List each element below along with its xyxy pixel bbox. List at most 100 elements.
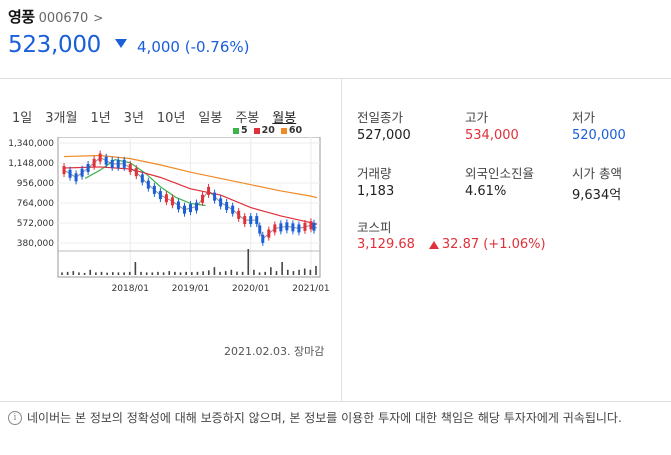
volume-bar bbox=[270, 267, 272, 275]
candle-body bbox=[104, 156, 108, 165]
volume-bar bbox=[123, 272, 125, 275]
candle-body bbox=[128, 164, 132, 172]
tab-3y[interactable]: 3년 bbox=[123, 111, 144, 126]
volume-bar bbox=[202, 271, 204, 275]
candle-body bbox=[312, 222, 316, 231]
volume-bar bbox=[162, 272, 165, 275]
current-price: 523,000 bbox=[8, 32, 102, 58]
volume-bar bbox=[157, 271, 159, 275]
volume-bar bbox=[174, 271, 176, 275]
volume-bar bbox=[185, 271, 187, 275]
legend-label: 60 bbox=[288, 125, 303, 136]
kospi-change: 32.87 (+1.06%) bbox=[441, 237, 546, 252]
candle-body bbox=[249, 216, 253, 225]
info-low: 저가 520,000 bbox=[572, 107, 626, 143]
candle-body bbox=[273, 224, 277, 233]
candle-body bbox=[158, 191, 162, 200]
info-high: 고가 534,000 bbox=[465, 107, 519, 143]
volume-value: 1,183 bbox=[357, 184, 395, 199]
tab-1y[interactable]: 1년 bbox=[90, 111, 111, 126]
kospi-value: 3,129.68 bbox=[357, 237, 415, 252]
price-chart[interactable]: 1,340,000 1,148,000 956,000 764,000 572,000 3… bbox=[0, 137, 335, 307]
volume-bar bbox=[241, 271, 244, 275]
volume-bar bbox=[258, 272, 261, 275]
candle-body bbox=[261, 234, 265, 243]
candle-body bbox=[62, 166, 66, 175]
prev-close-value: 527,000 bbox=[357, 128, 411, 143]
series-line-60 bbox=[64, 154, 318, 199]
legend-label: 20 bbox=[261, 125, 275, 136]
tab-10y[interactable]: 10년 bbox=[156, 111, 186, 126]
tab-monthly[interactable]: 월봉 bbox=[272, 111, 297, 126]
candle-body bbox=[291, 223, 295, 232]
candle-body bbox=[309, 221, 313, 230]
candle-body bbox=[170, 197, 174, 206]
series-line-20 bbox=[64, 166, 318, 225]
high-value: 534,000 bbox=[465, 128, 519, 143]
volume-bar bbox=[179, 272, 182, 275]
volume-bar bbox=[145, 272, 148, 275]
legend-swatch bbox=[280, 127, 287, 134]
info-kospi[interactable]: 코스피 bbox=[357, 217, 392, 236]
candle-body bbox=[201, 194, 205, 203]
candle-body bbox=[176, 201, 180, 210]
legend-swatch bbox=[253, 127, 260, 134]
info-foreign: 외국인소진율 4.61% bbox=[465, 163, 534, 199]
x-tick-label: 2021/01 bbox=[292, 284, 329, 294]
volume-bar bbox=[275, 271, 278, 275]
info-volume: 거래량 1,183 bbox=[357, 163, 394, 199]
volume-bar bbox=[134, 262, 137, 275]
volume-bar bbox=[253, 269, 255, 275]
candle-body bbox=[122, 159, 126, 168]
candle-body bbox=[182, 205, 186, 214]
kospi-label[interactable]: 코스피 bbox=[357, 220, 392, 235]
volume-bar bbox=[303, 268, 306, 275]
disclaimer-text: 네이버는 본 정보의 정확성에 대해 보증하지 않으며, 본 정보를 이용한 투… bbox=[27, 411, 622, 425]
disclaimer: i 네이버는 본 정보의 정확성에 대해 보증하지 않으며, 본 정보를 이용한… bbox=[8, 410, 668, 426]
volume-bar bbox=[224, 271, 227, 275]
stock-header[interactable]: 영풍 000670 > bbox=[8, 6, 103, 27]
volume-bar bbox=[207, 270, 210, 275]
candle-body bbox=[195, 202, 199, 211]
price-change: 4,000 (-0.76%) bbox=[137, 38, 250, 56]
chevron-right-icon[interactable]: > bbox=[93, 11, 104, 25]
volume-bar bbox=[78, 272, 80, 275]
candle-body bbox=[74, 173, 78, 182]
legend-swatch bbox=[233, 127, 239, 134]
candle-body bbox=[258, 225, 262, 234]
candle-body bbox=[213, 192, 217, 201]
volume-bar bbox=[72, 271, 75, 275]
candle-body bbox=[164, 194, 168, 203]
candle-body bbox=[152, 185, 156, 194]
candle-body bbox=[116, 159, 120, 168]
y-tick-label: 572,000 bbox=[17, 219, 54, 229]
y-tick-label: 1,340,000 bbox=[8, 139, 54, 149]
price-row: 523,000 4,000 (-0.76%) bbox=[8, 32, 250, 58]
tab-weekly[interactable]: 주봉 bbox=[235, 111, 260, 126]
high-label: 고가 bbox=[465, 110, 489, 125]
legend-item-20: 20 bbox=[253, 125, 275, 136]
foreign-value: 4.61% bbox=[465, 184, 507, 199]
info-prev-close: 전일종가 527,000 bbox=[357, 107, 411, 143]
volume-bar bbox=[191, 272, 193, 275]
candle-body bbox=[231, 205, 235, 214]
volume-bar bbox=[213, 267, 216, 275]
candle-body bbox=[243, 216, 247, 225]
y-tick-label: 956,000 bbox=[17, 179, 54, 189]
tab-1d[interactable]: 1일 bbox=[12, 111, 33, 126]
candle-body bbox=[303, 222, 307, 231]
x-tick-label: 2019/01 bbox=[172, 284, 209, 294]
volume-bar bbox=[298, 269, 300, 275]
foreign-label: 외국인소진율 bbox=[465, 166, 535, 181]
volume-bar bbox=[236, 271, 238, 275]
mcap-label: 시가 총액 bbox=[572, 166, 622, 181]
volume-label: 거래량 bbox=[357, 166, 392, 181]
stock-code[interactable]: 000670 bbox=[38, 11, 89, 26]
stock-name[interactable]: 영풍 bbox=[8, 8, 35, 26]
x-tick-label: 2018/01 bbox=[112, 284, 149, 294]
volume-bar bbox=[89, 269, 92, 275]
candle-body bbox=[297, 224, 301, 233]
tab-daily[interactable]: 일봉 bbox=[198, 111, 223, 126]
candle-body bbox=[189, 204, 193, 213]
tab-3m[interactable]: 3개월 bbox=[45, 111, 78, 126]
